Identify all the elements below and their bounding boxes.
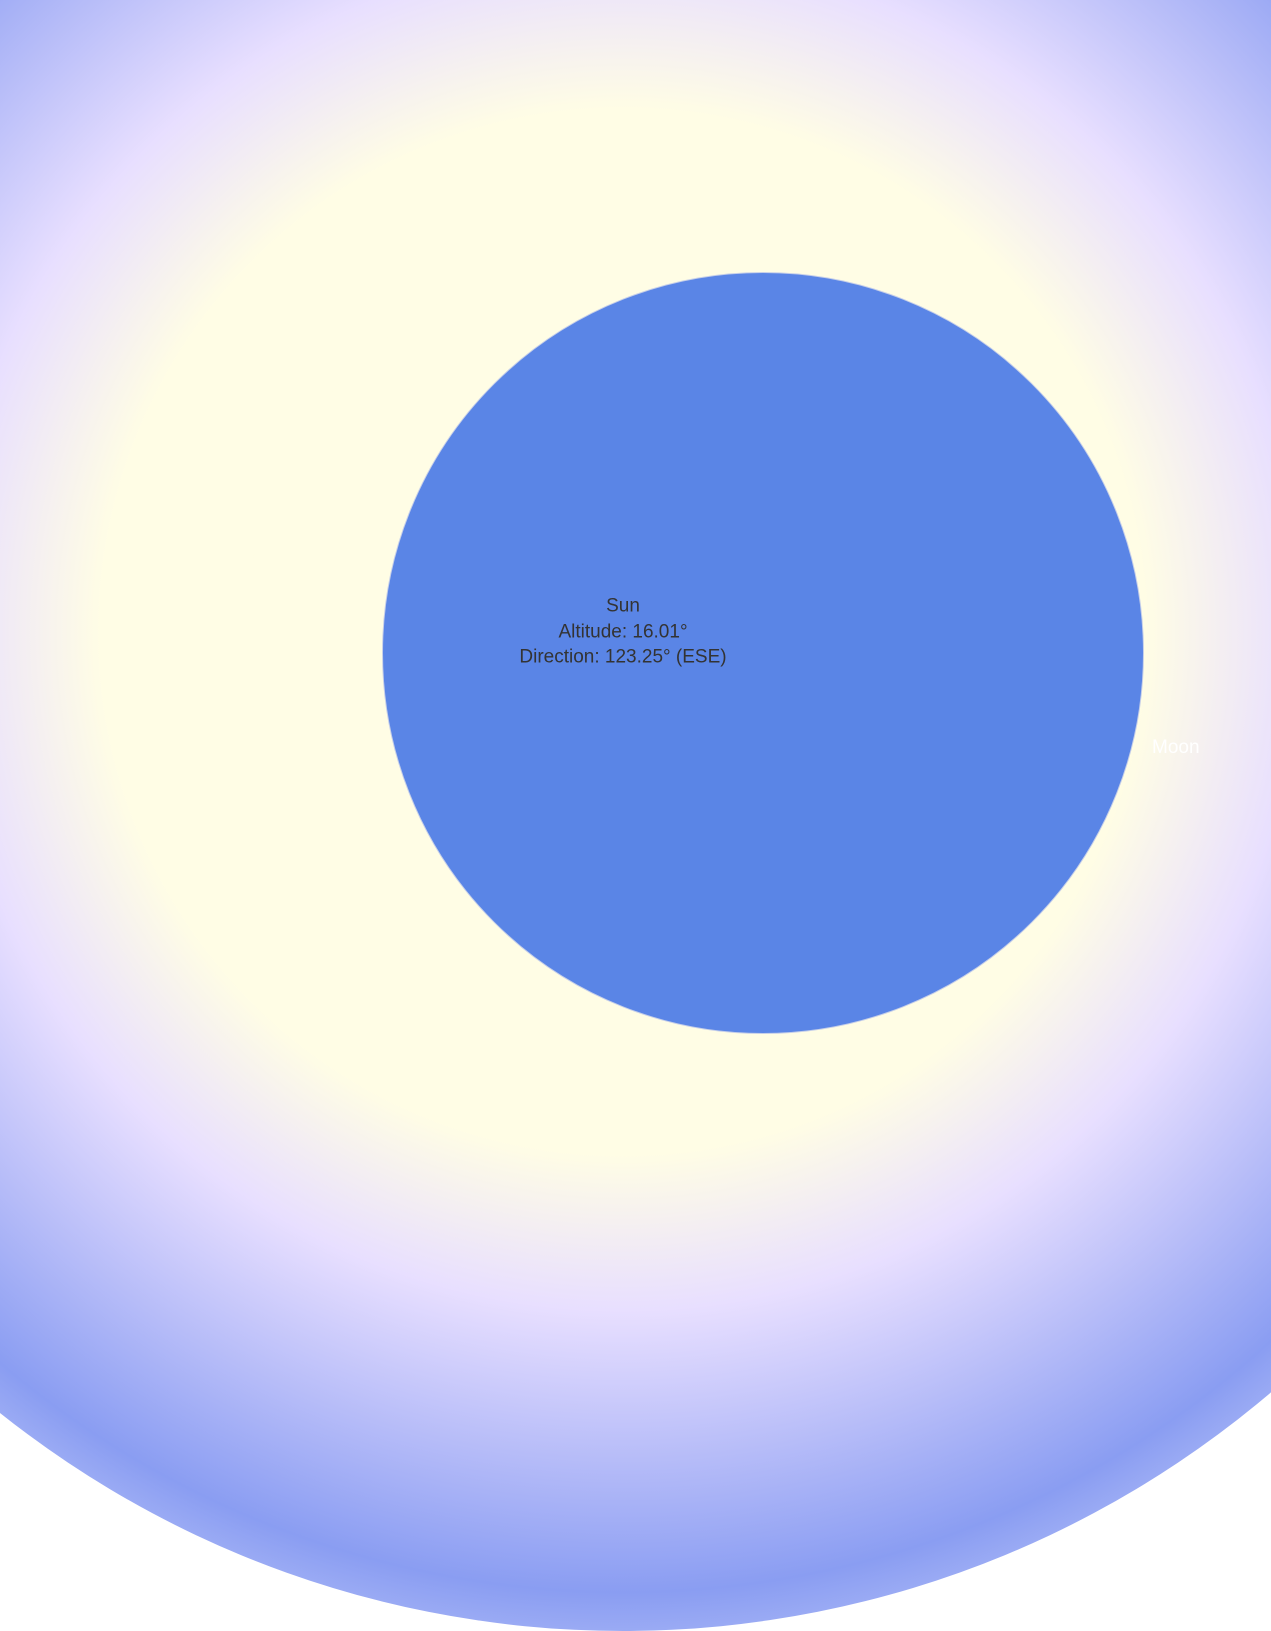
sun-altitude-label: Altitude: 16.01° xyxy=(519,619,726,645)
eclipse-diagram: Sun Altitude: 16.01° Direction: 123.25° … xyxy=(0,0,1271,1296)
sun-info-label: Sun Altitude: 16.01° Direction: 123.25° … xyxy=(519,594,726,671)
sun-name-label: Sun xyxy=(519,594,726,620)
moon-disk xyxy=(382,272,1144,1034)
sun-direction-label: Direction: 123.25° (ESE) xyxy=(519,645,726,671)
moon-name-label: Moon xyxy=(1152,737,1200,759)
